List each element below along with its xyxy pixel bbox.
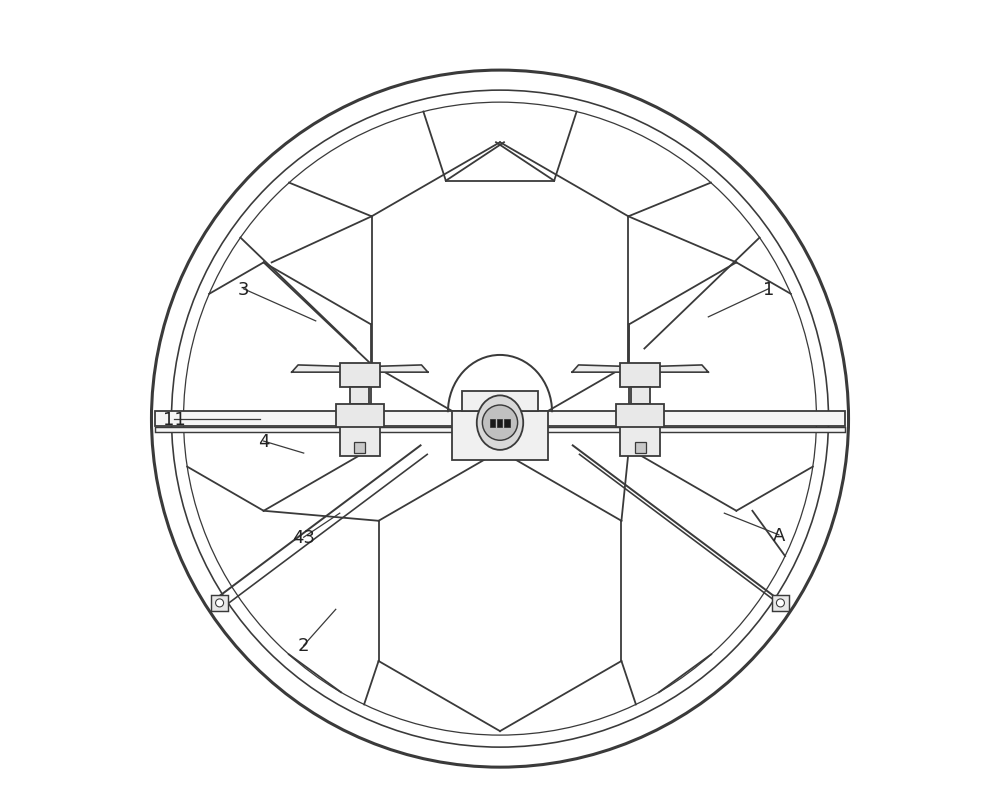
Bar <box>620 426 660 457</box>
Bar <box>155 428 845 433</box>
Bar <box>336 405 384 427</box>
Circle shape <box>212 596 227 610</box>
Bar <box>340 426 380 457</box>
Ellipse shape <box>477 396 523 450</box>
Bar <box>462 391 538 411</box>
Text: 11: 11 <box>163 410 185 428</box>
Bar <box>631 387 650 405</box>
Text: 2: 2 <box>298 637 309 654</box>
Bar <box>211 595 228 611</box>
Bar <box>340 363 380 387</box>
Bar <box>354 442 365 454</box>
Bar <box>155 412 845 426</box>
Bar <box>620 363 660 387</box>
Circle shape <box>776 599 784 607</box>
Text: A: A <box>773 526 785 544</box>
Polygon shape <box>292 365 350 373</box>
Circle shape <box>482 406 518 441</box>
Circle shape <box>773 596 788 610</box>
Bar <box>452 411 548 461</box>
Circle shape <box>216 599 224 607</box>
Polygon shape <box>650 365 708 373</box>
Polygon shape <box>369 365 428 373</box>
Bar <box>616 405 664 427</box>
Text: 4: 4 <box>258 433 269 450</box>
Text: 3: 3 <box>238 280 249 299</box>
Bar <box>635 442 646 454</box>
Polygon shape <box>572 365 631 373</box>
Bar <box>504 420 510 427</box>
Text: 1: 1 <box>763 280 774 299</box>
Bar <box>490 420 495 427</box>
Bar <box>772 595 789 611</box>
Text: 43: 43 <box>292 528 315 547</box>
Bar <box>497 420 502 427</box>
Bar <box>350 387 369 405</box>
